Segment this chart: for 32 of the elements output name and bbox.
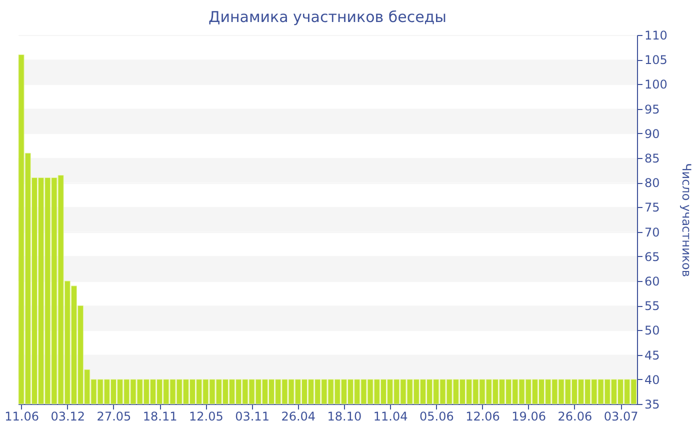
x-tick-label: 03.11: [235, 410, 270, 424]
y-tick-label: 35: [644, 398, 660, 412]
x-tick-label: 11.06: [4, 410, 39, 424]
x-tick-label: 26.04: [281, 410, 316, 424]
x-tick-label: 03.12: [50, 410, 86, 424]
y-tick-label: 40: [644, 372, 660, 387]
y-tick-label: 100: [644, 78, 668, 92]
x-tick-label: 18.11: [142, 410, 178, 424]
y-tick-label: 55: [644, 299, 660, 314]
x-tick-label: 18.10: [327, 410, 362, 424]
x-tick-label: 27.05: [96, 410, 132, 424]
chart-title: Динамика участников беседы: [208, 8, 447, 26]
x-tick-label: 05.06: [419, 410, 454, 424]
y-tick-label: 90: [644, 126, 660, 141]
y-tick-label: 110: [644, 28, 668, 42]
y-tick-label: 50: [644, 324, 660, 338]
x-tick-label: 19.06: [512, 410, 546, 424]
y-axis-title: Число участников: [679, 163, 694, 277]
y-tick-label: 85: [644, 152, 660, 166]
x-tick-label: 11.04: [373, 410, 408, 424]
y-tick-label: 45: [644, 348, 660, 362]
y-tick-label: 80: [644, 176, 660, 190]
x-tick-label: 12.05: [188, 410, 224, 424]
y-tick-label: 70: [644, 225, 660, 240]
y-tick-label: 60: [644, 274, 660, 288]
x-tick-label: 26.06: [558, 410, 592, 424]
y-tick-label: 105: [644, 53, 668, 68]
y-tick-label: 65: [644, 250, 660, 264]
x-tick-label: 12.06: [466, 410, 500, 424]
y-tick-label: 95: [644, 102, 660, 116]
x-tick-label: 03.07: [604, 410, 638, 424]
y-tick-label: 75: [644, 200, 660, 215]
